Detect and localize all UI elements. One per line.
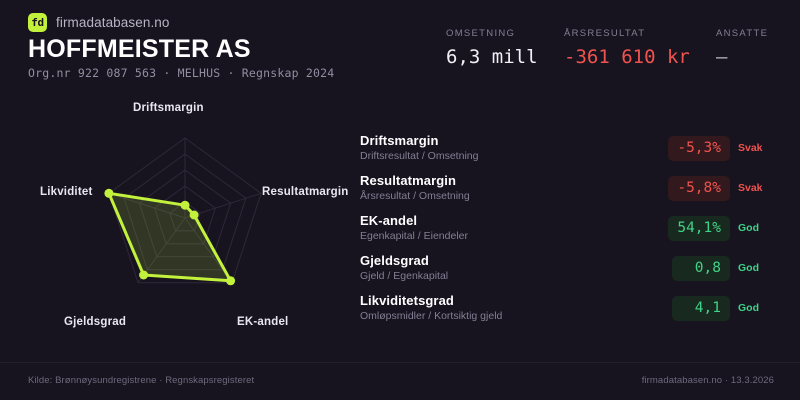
metric-value-badge: 0,8 [672,255,730,281]
stat-arsresultat: ÅRSRESULTAT -361 610 kr [564,28,716,68]
metric-value-badge: -5,3% [668,135,730,161]
page-title: HOFFMEISTER AS [28,35,251,63]
stat-arsresultat-value: -361 610 kr [564,46,690,68]
metric-formula: Gjeld / Egenkapital [360,270,449,282]
radar-data-points [104,188,236,286]
metric-value-badge: -5,8% [668,175,730,201]
footer-divider [0,362,800,363]
company-meta: Org.nr 922 087 563 · MELHUS · Regnskap 2… [28,66,335,80]
stat-ansatte-label: ANSATTE [716,28,769,39]
metric-text: Likviditetsgrad Omløpsmidler / Kortsikti… [360,293,672,323]
metrics-list: Driftsmargin Driftsresultat / Omsetning … [360,128,780,328]
radar-label-gjeldsgrad: Gjeldsgrad [64,316,127,328]
status-badge: Svak [738,182,763,194]
footer-source: Kilde: Brønnøysundregistrene · Regnskaps… [28,375,255,386]
metric-formula: Egenkapital / Eiendeler [360,230,468,242]
radar-grid [108,137,262,284]
radar-label-resultatmargin: Resultatmargin [262,186,349,198]
metric-row-ek-andel: EK-andel Egenkapital / Eiendeler 54,1% G… [360,208,780,248]
status-badge: God [738,222,759,234]
metric-name: Likviditetsgrad [360,293,454,308]
stat-omsetning: OMSETNING 6,3 mill [446,28,564,68]
metric-formula: Driftsresultat / Omsetning [360,150,479,162]
metric-text: Driftsmargin Driftsresultat / Omsetning [360,133,668,163]
status-badge: God [738,302,759,314]
metric-formula: Omløpsmidler / Kortsiktig gjeld [360,310,503,322]
metric-value-badge: 54,1% [668,215,730,241]
metric-text: Gjeldsgrad Gjeld / Egenkapital [360,253,672,283]
status-badge: God [738,262,759,274]
header-stats: OMSETNING 6,3 mill ÅRSRESULTAT -361 610 … [446,28,774,68]
footer-credit: firmadatabasen.no · 13.3.2026 [641,375,774,386]
radar-label-likviditet: Likviditet [40,186,93,198]
radar-label-ek-andel: EK-andel [237,316,289,328]
radar-chart: Driftsmargin Resultatmargin EK-andel Gje… [0,88,350,346]
metric-value-badge: 4,1 [672,295,730,321]
radar-chart-svg [104,137,262,286]
stat-omsetning-label: OMSETNING [446,28,516,39]
metric-name: Driftsmargin [360,133,439,148]
metric-text: EK-andel Egenkapital / Eiendeler [360,213,668,243]
metric-name: EK-andel [360,213,418,228]
brand-name: firmadatabasen.no [56,15,170,30]
status-badge: Svak [738,142,763,154]
metric-row-likviditetsgrad: Likviditetsgrad Omløpsmidler / Kortsikti… [360,288,780,328]
metric-name: Gjeldsgrad [360,253,429,268]
radar-label-driftsmargin: Driftsmargin [133,102,204,114]
stat-ansatte: ANSATTE – [716,28,774,68]
metric-name: Resultatmargin [360,173,457,188]
stat-arsresultat-label: ÅRSRESULTAT [564,28,646,39]
metric-text: Resultatmargin Årsresultat / Omsetning [360,173,668,203]
metric-row-gjeldsgrad: Gjeldsgrad Gjeld / Egenkapital 0,8 God [360,248,780,288]
metric-row-resultatmargin: Resultatmargin Årsresultat / Omsetning -… [360,168,780,208]
stat-omsetning-value: 6,3 mill [446,46,538,68]
metric-row-driftsmargin: Driftsmargin Driftsresultat / Omsetning … [360,128,780,168]
stat-ansatte-value: – [716,46,728,68]
firmadatabasen-logo-icon: fd [28,13,47,32]
metric-formula: Årsresultat / Omsetning [360,190,470,202]
brand[interactable]: fd firmadatabasen.no [28,13,170,32]
